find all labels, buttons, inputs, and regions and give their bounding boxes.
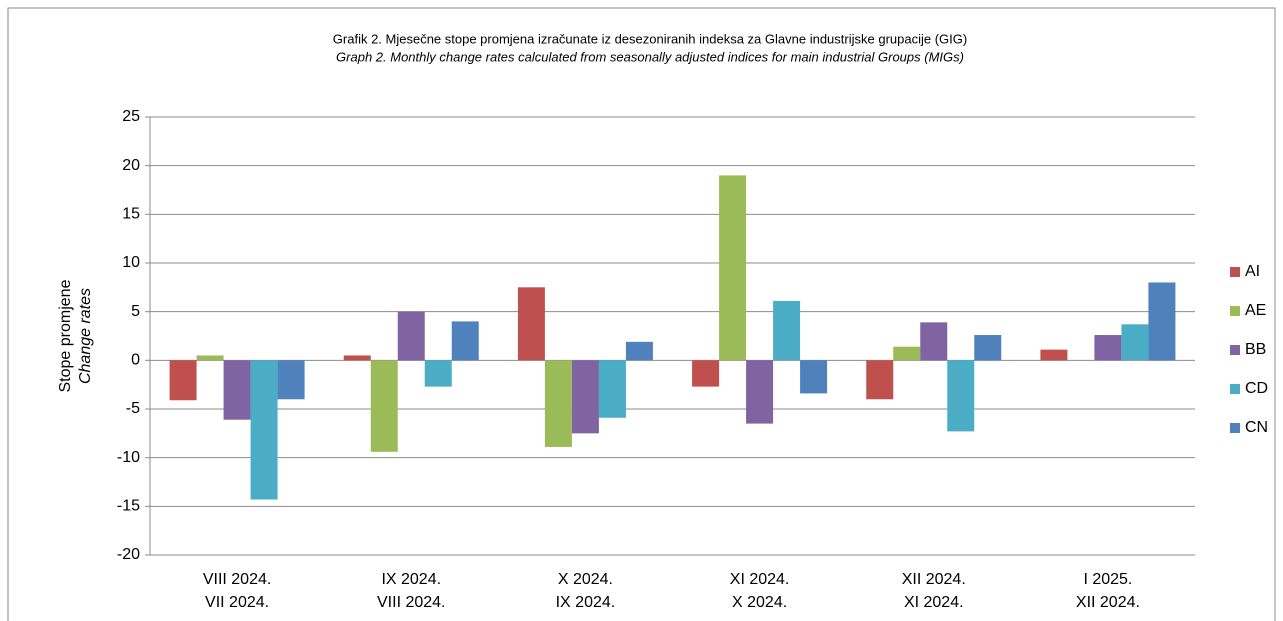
- legend-label: CN: [1245, 419, 1268, 436]
- y-tick-label: -20: [117, 546, 140, 563]
- y-tick-label: 10: [122, 254, 140, 271]
- y-tick-label: -5: [126, 400, 140, 417]
- bar: [424, 360, 452, 387]
- legend-swatch: [1230, 306, 1240, 316]
- x-tick-label: X 2024.: [558, 571, 613, 588]
- bar: [1148, 282, 1176, 361]
- bar: [1121, 324, 1149, 361]
- x-tick-label: VIII 2024.: [377, 594, 446, 611]
- bar: [397, 311, 425, 361]
- x-tick-label: I 2025.: [1083, 571, 1132, 588]
- legend-label: AI: [1245, 263, 1260, 280]
- y-tick-label: 15: [122, 206, 140, 223]
- y-tick-label: 5: [131, 303, 140, 320]
- bar: [370, 360, 398, 452]
- bar: [223, 360, 251, 420]
- bar: [1094, 335, 1122, 361]
- bar: [800, 360, 828, 394]
- bar: [866, 360, 894, 400]
- bar: [974, 335, 1002, 361]
- x-tick-label: X 2024.: [732, 594, 787, 611]
- legend-label: AE: [1245, 302, 1266, 319]
- bar: [196, 355, 224, 361]
- x-tick-label: IX 2024.: [556, 594, 616, 611]
- y-axis-label: Stope promjene: [57, 279, 74, 392]
- legend-swatch: [1230, 267, 1240, 277]
- x-tick-label: IX 2024.: [381, 571, 441, 588]
- x-tick-label: XII 2024.: [902, 571, 966, 588]
- bar: [343, 355, 371, 361]
- bar: [746, 360, 774, 424]
- bar: [692, 360, 720, 387]
- y-tick-label: -10: [117, 449, 140, 466]
- x-tick-label: VII 2024.: [205, 594, 269, 611]
- bar: [625, 341, 653, 361]
- legend-label: CD: [1245, 380, 1268, 397]
- x-tick-label: XI 2024.: [730, 571, 790, 588]
- y-axis-label: Change rates: [77, 288, 94, 384]
- bar: [598, 360, 626, 418]
- bar: [169, 360, 197, 401]
- bar: [893, 346, 921, 361]
- frame: [7, 7, 1276, 621]
- legend-swatch: [1230, 423, 1240, 433]
- chart-subtitle: Graph 2. Monthly change rates calculated…: [336, 49, 964, 64]
- legend-swatch: [1230, 345, 1240, 355]
- bar: [517, 287, 545, 361]
- bar: [571, 360, 599, 434]
- y-tick-label: -15: [117, 498, 140, 515]
- x-tick-label: XI 2024.: [904, 594, 964, 611]
- x-tick-label: XII 2024.: [1076, 594, 1140, 611]
- bar: [920, 322, 948, 361]
- chart-title: Grafik 2. Mjesečne stope promjena izraču…: [333, 31, 967, 46]
- legend-label: BB: [1245, 341, 1266, 358]
- bar: [451, 321, 479, 361]
- bar: [773, 300, 801, 361]
- y-tick-label: 20: [122, 157, 140, 174]
- bar: [250, 360, 278, 500]
- bar: [277, 360, 305, 400]
- bar: [1040, 349, 1068, 361]
- bar: [719, 175, 747, 361]
- legend-swatch: [1230, 384, 1240, 394]
- bar: [947, 360, 975, 432]
- bar: [544, 360, 572, 447]
- y-tick-label: 0: [131, 352, 140, 369]
- x-tick-label: VIII 2024.: [203, 571, 272, 588]
- y-tick-label: 25: [122, 108, 140, 125]
